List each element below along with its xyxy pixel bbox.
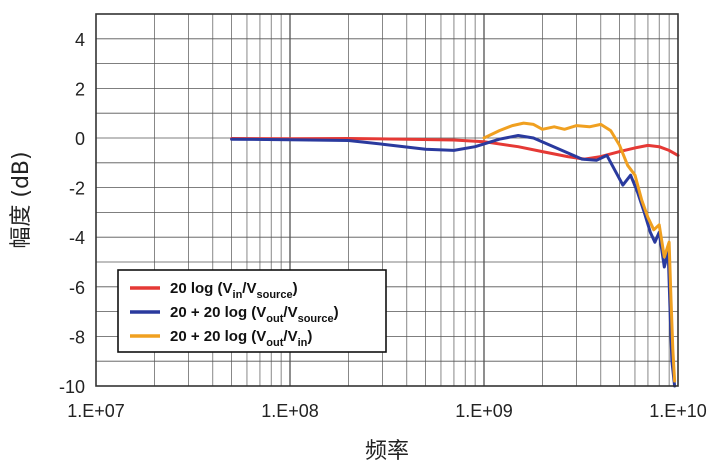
series-lines [230,121,680,388]
legend: 20 log (Vin/Vsource) 20 + 20 log (Vout/Vs… [117,269,387,353]
x-axis-title: 频率 [365,439,409,464]
legend-label-3: 20 + 20 log (Vout/Vin) [170,328,312,349]
x-tick-labels: 1.E+07 1.E+08 1.E+09 1.E+10 [67,401,707,421]
y-tick-label: -8 [69,327,85,347]
y-tick-label: 0 [75,129,85,149]
y-tick-label: -10 [59,377,85,397]
y-tick-label: -4 [69,228,85,248]
x-tick-label: 1.E+10 [649,401,707,421]
x-tick-label: 1.E+07 [67,401,125,421]
y-tick-label: 4 [75,30,85,50]
legend-box [117,269,387,353]
grid [96,14,678,386]
legend-label-1: 20 log (Vin/Vsource) [170,280,298,301]
y-tick-label: -2 [69,179,85,199]
series-line-3 [482,121,677,383]
plot-frame [95,13,679,387]
legend-label-2: 20 + 20 log (Vout/Vsource) [170,304,339,325]
y-tick-label: 2 [75,79,85,99]
series-line-1 [230,137,680,161]
x-tick-label: 1.E+09 [455,401,513,421]
y-axis-title: 幅度 (dB) [9,151,34,248]
y-tick-labels: 4 2 0 -2 -4 -6 -8 -10 [59,30,85,397]
y-tick-label: -6 [69,278,85,298]
x-tick-label: 1.E+08 [261,401,319,421]
